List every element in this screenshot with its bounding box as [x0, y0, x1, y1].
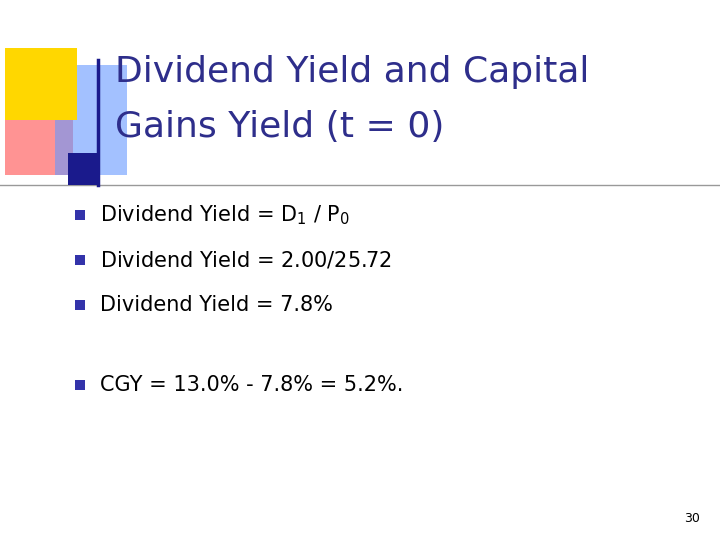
Bar: [68, 153, 100, 185]
Text: Dividend Yield = $2.00 / $25.72: Dividend Yield = $2.00 / $25.72: [100, 249, 392, 271]
Text: Dividend Yield and Capital: Dividend Yield and Capital: [115, 55, 590, 89]
Bar: [75, 380, 85, 390]
Bar: [55, 65, 127, 175]
Text: Dividend Yield = D$_1$ / P$_0$: Dividend Yield = D$_1$ / P$_0$: [100, 203, 350, 227]
Bar: [5, 107, 73, 175]
Text: Gains Yield (t = 0): Gains Yield (t = 0): [115, 110, 444, 144]
Bar: [75, 300, 85, 310]
Text: CGY = 13.0% - 7.8% = 5.2%.: CGY = 13.0% - 7.8% = 5.2%.: [100, 375, 403, 395]
Bar: [75, 210, 85, 220]
Bar: [75, 255, 85, 265]
Text: 30: 30: [684, 512, 700, 525]
Bar: [5, 48, 77, 120]
Text: Dividend Yield = 7.8%: Dividend Yield = 7.8%: [100, 295, 333, 315]
